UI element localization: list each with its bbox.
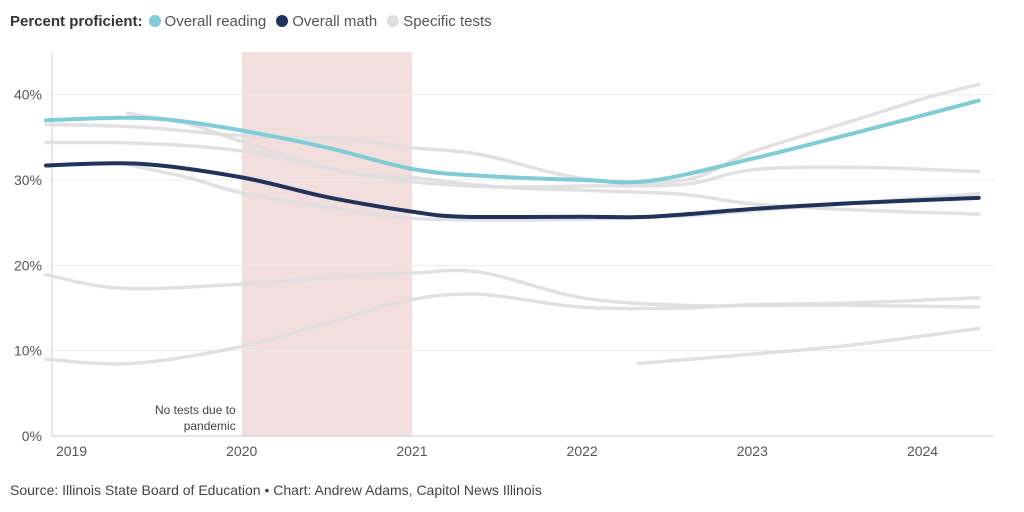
- pandemic-shaded-region: [241, 52, 412, 436]
- x-tick-label-0: 2019: [56, 443, 87, 459]
- y-tick-label-1: 10%: [14, 343, 42, 359]
- legend-item-specific: Specific tests: [387, 12, 492, 30]
- legend: Percent proficient: Overall reading Over…: [10, 10, 502, 32]
- legend-label-specific: Specific tests: [403, 12, 492, 30]
- y-tick-label-3: 30%: [14, 172, 42, 188]
- pandemic-annotation-line2: pandemic: [184, 419, 236, 433]
- legend-item-math: Overall math: [276, 13, 377, 30]
- series-line-overall-reading: [44, 98, 981, 185]
- x-tick-label-2: 2021: [396, 443, 427, 459]
- source-credit: Source: Illinois State Board of Educatio…: [10, 482, 542, 498]
- legend-label-reading: Overall reading: [164, 12, 267, 30]
- specific-test-line-5: [44, 292, 981, 366]
- legend-dot-reading: [148, 15, 161, 27]
- series-line-overall-math: [44, 161, 981, 220]
- pandemic-annotation-line1: No tests due to: [155, 403, 236, 417]
- legend-title: Percent proficient:: [10, 12, 143, 30]
- x-tick-label-3: 2022: [567, 443, 598, 459]
- x-tick-label-5: 2024: [907, 443, 938, 459]
- specific-test-line-6: [636, 326, 981, 366]
- legend-dot-math: [276, 15, 289, 27]
- y-tick-label-2: 20%: [14, 257, 42, 273]
- legend-dot-specific: [387, 15, 400, 27]
- y-tick-label-4: 40%: [14, 87, 42, 103]
- legend-item-reading: Overall reading: [148, 12, 267, 30]
- x-tick-label-1: 2020: [226, 443, 257, 459]
- y-tick-label-0: 0%: [22, 428, 42, 444]
- x-tick-label-4: 2023: [737, 443, 768, 459]
- legend-label-math: Overall math: [292, 12, 378, 30]
